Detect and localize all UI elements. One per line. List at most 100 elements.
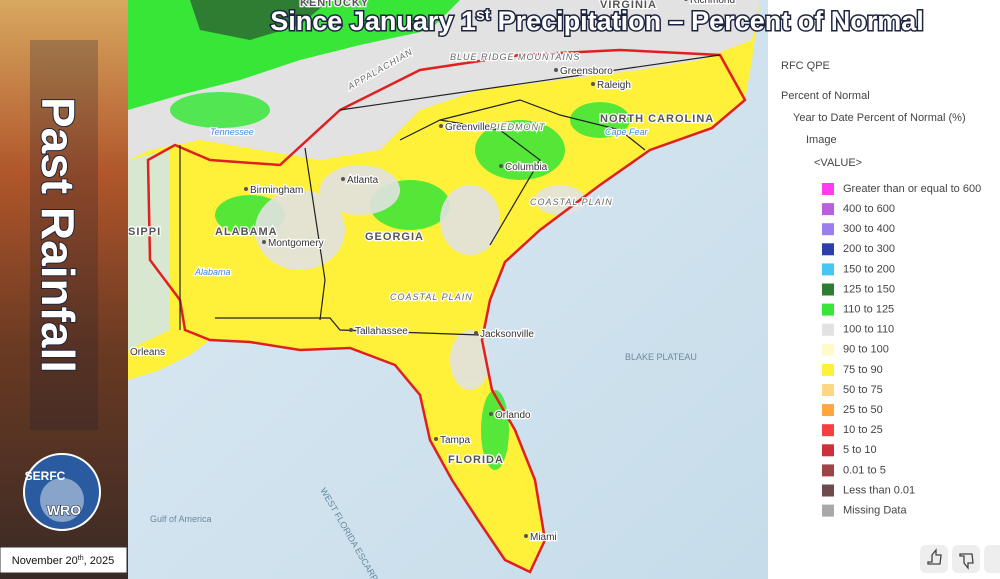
map-label: Montgomery <box>268 238 324 249</box>
legend-label: Greater than or equal to 600 <box>843 183 981 195</box>
map-label: NORTH CAROLINA <box>600 113 714 125</box>
legend-field: <VALUE> <box>814 157 862 169</box>
map-label: VIRGINIA <box>600 0 657 11</box>
map-label: Raleigh <box>597 80 631 91</box>
rfc-boundary <box>146 48 747 574</box>
map-label: Orlando <box>495 410 531 421</box>
map-label: Tallahassee <box>355 326 408 337</box>
map-label: Richmond <box>690 0 735 6</box>
map-label: Columbia <box>505 162 548 173</box>
city-dot <box>554 68 558 72</box>
date-box <box>0 546 128 574</box>
date: November 20th, 2025 <box>12 555 114 567</box>
map-label: Cape Fear <box>605 127 649 137</box>
city-dot <box>439 124 443 128</box>
map-label: BLAKE PLATEAU <box>625 352 697 362</box>
map-label: Alabama <box>194 267 231 277</box>
legend-swatch <box>822 243 834 256</box>
legend-swatch <box>822 424 834 437</box>
side-shade <box>30 40 98 430</box>
legend-swatch <box>822 343 834 356</box>
city-dot <box>262 240 266 244</box>
legend-label: 90 to 100 <box>843 344 889 356</box>
legend-swatch <box>822 363 834 376</box>
legend-label: 75 to 90 <box>843 364 883 376</box>
legend-swatch <box>822 384 834 396</box>
legend-image: Image <box>806 134 837 146</box>
feedback-buttons <box>920 545 1000 573</box>
map-label: Tampa <box>440 435 470 446</box>
map-label: Greensboro <box>560 66 613 77</box>
city-dot <box>434 437 438 441</box>
legend-swatch <box>822 323 834 336</box>
legend-swatch <box>822 183 834 195</box>
legend-swatch <box>822 444 834 457</box>
map-label: Tennessee <box>210 127 254 137</box>
map-label: PIEDMONT <box>490 122 546 132</box>
legend-swatch <box>822 223 834 236</box>
city-dot <box>349 328 353 332</box>
thumbs-down-button[interactable] <box>952 545 980 573</box>
legend-swatch <box>822 263 834 276</box>
legend-swatch <box>822 283 834 296</box>
legend-group: Percent of Normal <box>781 90 870 102</box>
map-title: Since January 1st Precipitation – Percen… <box>270 6 923 36</box>
thumbs-up-button[interactable] <box>920 545 948 573</box>
map-label: COASTAL PLAIN <box>390 292 473 302</box>
legend-label: 100 to 110 <box>843 324 894 336</box>
side-title: Past Rainfall <box>32 97 84 373</box>
map-label: Gulf of America <box>150 514 212 524</box>
legend-label: 400 to 600 <box>843 203 895 215</box>
legend-swatch <box>822 404 834 417</box>
region-well-above-normal <box>190 0 330 40</box>
legend-panel <box>768 40 1000 540</box>
legend-label: Missing Data <box>843 505 907 517</box>
city-dot <box>499 164 503 168</box>
legend-label: Less than 0.01 <box>843 484 915 496</box>
state-lines <box>179 54 721 336</box>
legend-swatch <box>822 203 834 216</box>
city-dot <box>591 82 595 86</box>
legend-swatch <box>822 303 834 316</box>
city-dot <box>474 331 478 335</box>
logo-bottom: WRO <box>47 502 81 518</box>
legend-swatch <box>822 504 834 517</box>
legend-label: 50 to 75 <box>843 384 883 396</box>
logo: SERFC WRO <box>23 453 101 531</box>
city-dot <box>524 534 528 538</box>
map-label: Miami <box>530 532 557 543</box>
map-label: GEORGIA <box>365 231 424 243</box>
map-label: FLORIDA <box>448 454 504 466</box>
legend-label: 110 to 125 <box>843 304 894 316</box>
legend-label: 150 to 200 <box>843 263 895 275</box>
map-label: KENTUCKY <box>300 0 369 9</box>
legend-label: 200 to 300 <box>843 243 895 255</box>
legend-label: 10 to 25 <box>843 424 883 436</box>
city-dot <box>244 187 248 191</box>
legend-label: 125 to 150 <box>843 283 895 295</box>
map-label: SIPPI <box>128 226 161 238</box>
city-dot <box>341 177 345 181</box>
thumbs-down-icon <box>959 553 974 570</box>
thumbs-up-icon <box>927 548 942 565</box>
legend-sublayer: Year to Date Percent of Normal (%) <box>793 112 966 124</box>
legend-label: 5 to 10 <box>843 444 877 456</box>
map-label: Birmingham <box>250 185 303 196</box>
map-label: Jacksonville <box>480 329 534 340</box>
legend-label: 0.01 to 5 <box>843 464 886 476</box>
gray-patches <box>255 165 585 390</box>
map-label: Orleans <box>130 347 165 358</box>
legend-layer: RFC QPE <box>781 60 830 72</box>
map-label: ALABAMA <box>215 226 278 238</box>
legend-swatch <box>822 464 834 477</box>
map-label: BLUE RIDGE MOUNTAINS <box>450 52 580 62</box>
logo-top: SERFC <box>25 469 66 483</box>
legend-swatch <box>822 484 834 497</box>
city-dot <box>489 412 493 416</box>
legend-label: 25 to 50 <box>843 404 883 416</box>
map-label: COASTAL PLAIN <box>530 197 613 207</box>
copy-button[interactable] <box>984 545 1000 573</box>
map-label: Greenville <box>445 122 490 133</box>
